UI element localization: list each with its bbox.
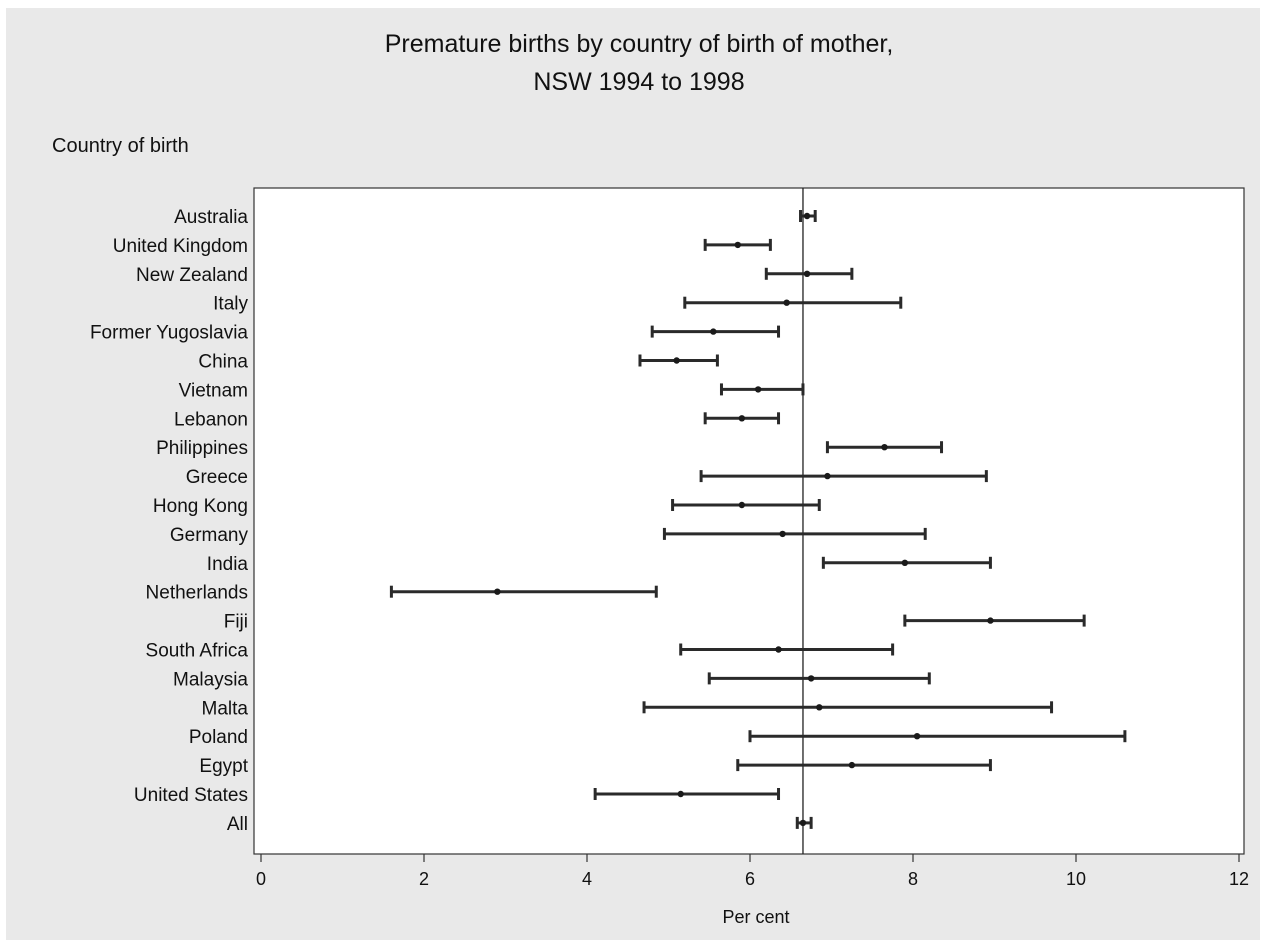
point-estimate — [754, 386, 762, 393]
chart-subtitle: NSW 1994 to 1998 — [533, 68, 745, 96]
point-estimate — [673, 357, 680, 364]
chart-title: Premature births by country of birth of … — [384, 30, 894, 58]
category-label: Italy — [213, 294, 248, 315]
category-label: Netherlands — [146, 583, 248, 604]
category-label: New Zealand — [136, 265, 248, 286]
point-estimate — [803, 270, 811, 277]
category-label: Malta — [202, 698, 249, 719]
point-estimate — [494, 588, 501, 595]
plot-area — [253, 187, 1245, 855]
point-estimate — [779, 530, 786, 538]
point-estimate — [816, 704, 823, 711]
x-tick-label: 10 — [1066, 869, 1086, 889]
category-label: All — [227, 814, 248, 835]
x-tick-label: 6 — [745, 869, 755, 889]
point-estimate — [738, 501, 746, 509]
category-label: Hong Kong — [153, 496, 248, 517]
category-label: Philippines — [156, 438, 248, 459]
category-label: United States — [134, 785, 248, 806]
category-label: United Kingdom — [113, 236, 248, 257]
x-tick-label: 0 — [256, 869, 266, 889]
x-tick-label: 2 — [419, 869, 429, 889]
category-label: Lebanon — [174, 409, 248, 430]
category-label: Australia — [174, 207, 248, 228]
point-estimate — [775, 646, 782, 653]
category-label: South Africa — [146, 641, 249, 662]
x-tick-label: 4 — [582, 869, 592, 889]
category-label: Germany — [170, 525, 249, 546]
point-estimate — [738, 415, 746, 422]
category-label: Vietnam — [179, 380, 248, 401]
category-label: India — [207, 554, 249, 575]
point-estimate — [881, 444, 888, 451]
point-estimate — [913, 733, 921, 740]
point-estimate — [803, 212, 811, 220]
y-axis-title: Country of birth — [52, 135, 189, 157]
category-label: Poland — [189, 727, 248, 748]
x-axis-title: Per cent — [722, 907, 790, 927]
point-estimate — [807, 675, 815, 682]
point-estimate — [677, 790, 684, 798]
category-label: Egypt — [199, 756, 248, 777]
point-estimate — [734, 241, 741, 249]
x-tick-label: 12 — [1229, 869, 1249, 889]
category-label: Former Yugoslavia — [90, 323, 248, 344]
category-label: China — [198, 352, 248, 373]
x-tick-label: 8 — [908, 869, 918, 889]
point-estimate — [987, 617, 994, 624]
category-label: Greece — [186, 467, 248, 488]
point-estimate — [783, 299, 790, 306]
point-estimate — [799, 819, 807, 827]
point-estimate — [710, 328, 717, 335]
point-estimate — [824, 472, 831, 480]
category-label: Fiji — [224, 612, 248, 633]
category-label: Malaysia — [173, 669, 248, 690]
point-estimate — [848, 761, 856, 769]
point-estimate — [901, 559, 909, 566]
